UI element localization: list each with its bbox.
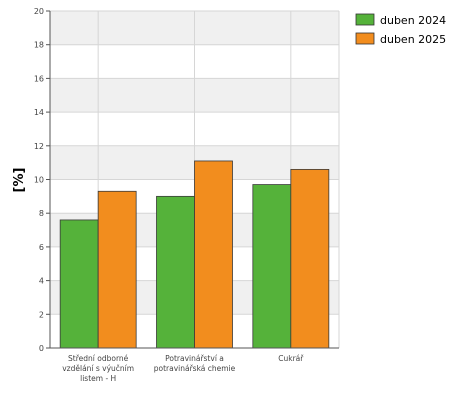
bars: [59, 160, 330, 349]
bar: [194, 160, 233, 349]
y-tick-label: 10: [34, 176, 44, 185]
x-category-label: Cukrář: [278, 354, 304, 363]
y-tick-label: 16: [34, 74, 44, 83]
bar: [97, 190, 137, 349]
y-tick-label: 4: [39, 277, 44, 286]
bar: [156, 195, 195, 349]
legend-swatch: [355, 13, 375, 26]
y-tick-label: 2: [39, 310, 44, 319]
x-category-labels: Střední odborné vzdělání s výučním listem …: [62, 354, 304, 383]
y-tick-label: 14: [34, 108, 44, 117]
y-axis-label: [%]: [12, 168, 27, 193]
x-category-label: Potravinářství a potravinářská chemie: [154, 354, 236, 373]
bar: [252, 184, 292, 349]
legend-swatch: [355, 32, 375, 45]
y-tick-labels: 0 2 4 6 8 10 12 14 16 18 20: [34, 7, 44, 353]
bar: [59, 219, 99, 349]
x-category-label: Střední odborné vzdělání s výučním listem …: [62, 354, 134, 383]
axes: [49, 11, 339, 349]
y-tick-label: 20: [34, 7, 44, 16]
y-tick-label: 12: [34, 142, 44, 151]
y-tick-label: 18: [34, 41, 44, 50]
legend: duben 2024 duben 2025: [355, 13, 446, 46]
y-tick-label: 0: [39, 344, 44, 353]
y-tick-label: 6: [39, 243, 44, 252]
legend-label: duben 2025: [380, 33, 446, 46]
legend-label: duben 2024: [380, 14, 446, 27]
y-tick-label: 8: [39, 209, 44, 218]
bar: [290, 168, 330, 349]
